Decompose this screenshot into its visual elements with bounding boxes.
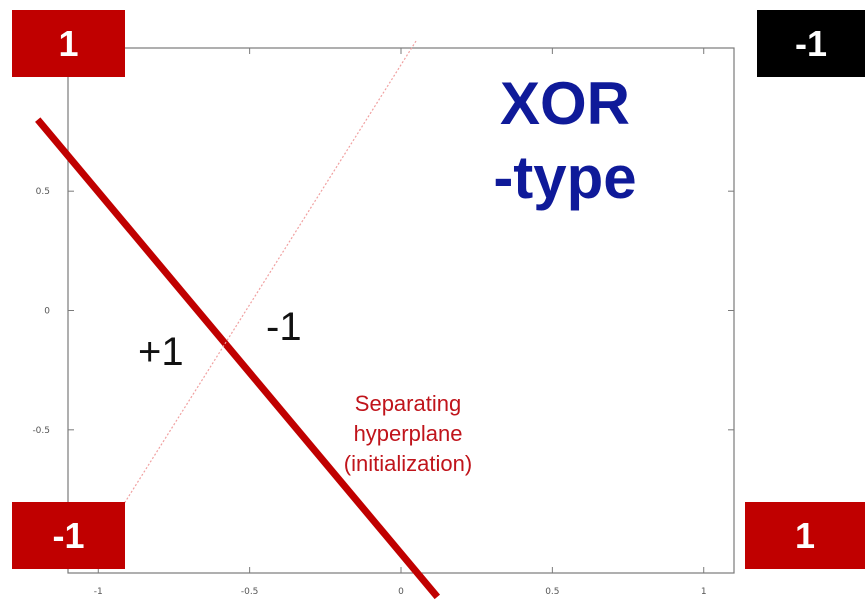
annotation-line-2: hyperplane	[353, 421, 463, 446]
x-tick-label: -0.5	[241, 587, 259, 597]
annotation-line-1: Separating	[354, 391, 462, 416]
axis-tick-labels: -1 -0.5 0 0.5 1 0.5 0 -0.5	[32, 187, 706, 597]
x-tick-label: -1	[94, 587, 103, 597]
region-label-plus: +1	[138, 330, 184, 374]
title-line-2: -type	[493, 144, 637, 211]
x-tick-label: 1	[701, 587, 707, 597]
corner-label-bottom-right: 1	[745, 502, 865, 569]
title: XOR -type	[470, 74, 660, 208]
corner-label-bottom-left: -1	[12, 502, 125, 569]
separating-hyperplane-line	[35, 117, 441, 600]
region-label-minus: -1	[266, 305, 302, 349]
y-tick-label: 0.5	[36, 187, 50, 197]
corner-label-top-right: -1	[757, 10, 865, 77]
title-line-1: XOR	[499, 70, 631, 137]
hyperplane-annotation: Separating hyperplane (initialization)	[318, 389, 498, 479]
corner-label-top-left: 1	[12, 10, 125, 77]
plot-frame	[67, 47, 735, 574]
x-tick-label: 0.5	[545, 587, 559, 597]
y-tick-label: 0	[44, 307, 50, 317]
y-tick-label: -0.5	[32, 426, 50, 436]
x-tick-label: 0	[398, 587, 404, 597]
plot-lines	[35, 40, 441, 600]
annotation-line-3: (initialization)	[343, 451, 473, 476]
